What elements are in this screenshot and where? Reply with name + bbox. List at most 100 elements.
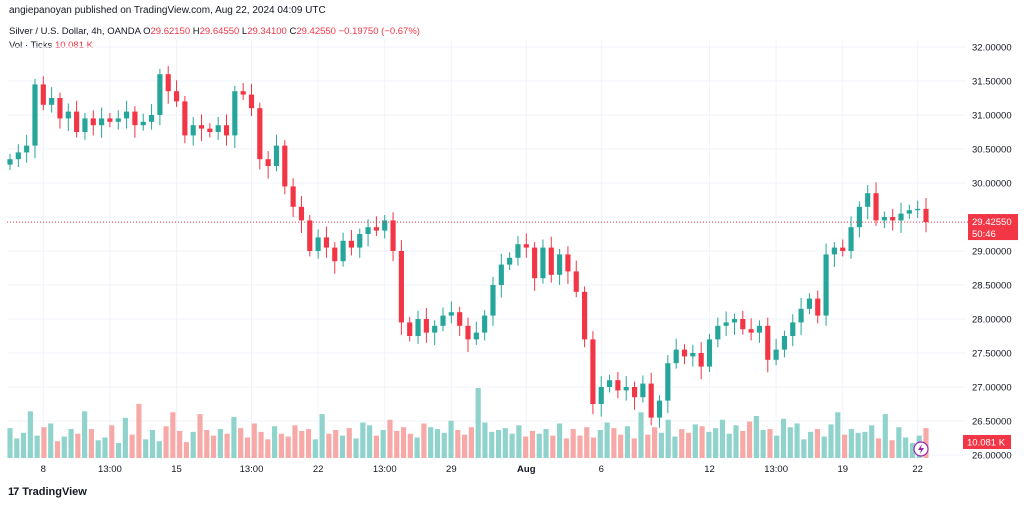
volume-bar (550, 435, 556, 458)
volume-label[interactable]: Vol · Ticks (9, 40, 53, 51)
candle-body (665, 363, 671, 401)
candle (865, 185, 871, 220)
candle-body (806, 298, 812, 309)
candle (190, 117, 196, 146)
volume-bar (509, 433, 515, 458)
volume-bar (14, 438, 20, 458)
volume-bar (828, 424, 834, 458)
candle (432, 320, 438, 346)
volume-bar (557, 423, 563, 458)
candle (723, 311, 729, 336)
candle (273, 134, 280, 172)
volume-value: 10.081 K (54, 40, 93, 51)
candle-body (357, 234, 363, 248)
volume-bar (197, 414, 203, 458)
candle-body (173, 91, 180, 102)
candle (257, 102, 263, 170)
candle-body (723, 322, 729, 326)
volume-bar (794, 423, 800, 458)
x-tick-label: 19 (837, 464, 848, 475)
candle (323, 226, 330, 258)
volume-bar (495, 430, 502, 458)
x-tick-label: 15 (171, 464, 182, 475)
volume-bar (143, 439, 149, 458)
volume-bar (441, 432, 447, 458)
volume-bar (502, 428, 508, 458)
candle-body (656, 400, 663, 418)
symbol-label[interactable]: Silver / U.S. Dollar, 4h, OANDA (9, 26, 141, 37)
candle (157, 68, 163, 126)
price-axis[interactable]: 32.00000 31.50000 31.00000 30.50000 30.00000… (972, 43, 1012, 462)
volume-bar (760, 430, 766, 458)
candle (74, 100, 80, 138)
volume-bar (672, 436, 678, 458)
volume-bar (34, 435, 40, 458)
candle (490, 276, 496, 326)
volume-bar (835, 412, 841, 458)
candle-body (7, 159, 13, 165)
candle (648, 372, 654, 426)
volume-bar (875, 438, 882, 458)
candle (465, 317, 471, 352)
volume-bar (903, 437, 909, 458)
volume-bar (292, 425, 298, 458)
volume-bar (414, 437, 420, 458)
candle (573, 260, 579, 298)
candle-body (790, 322, 796, 336)
volume-bar (604, 422, 610, 458)
volume-bar (61, 436, 67, 458)
volume-bar (251, 423, 257, 458)
volume-bar (68, 429, 74, 458)
volume-bar (577, 435, 583, 458)
open-value: 29.62150 (150, 26, 191, 37)
candle-body (390, 220, 396, 251)
candle (140, 113, 146, 131)
candle (357, 228, 363, 258)
close-value: 29.42550 (296, 26, 336, 37)
candle (173, 80, 180, 107)
lightning-icon[interactable] (913, 441, 929, 457)
volume-bar (753, 416, 759, 458)
x-tick-label: 13:00 (764, 464, 788, 475)
candle (856, 201, 862, 238)
volume-bar (326, 433, 332, 458)
volume-bar (54, 441, 61, 458)
candle-body (340, 240, 346, 262)
candle-body (157, 74, 163, 115)
candle (15, 144, 21, 168)
volume-bar (210, 435, 217, 458)
candle (65, 103, 71, 131)
candle (765, 317, 771, 373)
candle (348, 229, 354, 256)
candle-body (382, 220, 388, 231)
volume-bar (869, 425, 875, 458)
volume-bar (679, 429, 685, 458)
volume-bar (394, 430, 400, 458)
last-price-text: 29.42550 (972, 217, 1012, 228)
candle-body (915, 208, 921, 211)
candle-body (115, 118, 121, 122)
candle-body (756, 325, 763, 333)
candle (265, 151, 271, 179)
candle (482, 310, 488, 341)
candle (906, 204, 912, 220)
candle-body (831, 247, 837, 255)
time-axis[interactable]: 8 13:00 15 13:00 22 13:00 29 Aug 6 12 13:00 19 22 (41, 464, 923, 475)
volume-bar (170, 412, 176, 458)
candle (448, 301, 454, 324)
volume-bar (434, 429, 441, 458)
volume-bar (48, 423, 54, 458)
candle-body (207, 128, 213, 132)
x-tick-label: 6 (599, 464, 604, 475)
candle-body (65, 111, 71, 119)
volume-bar (726, 433, 732, 458)
volume-bar (618, 434, 624, 458)
volume-bar (787, 427, 793, 458)
candle-body (215, 125, 221, 132)
tradingview-logo[interactable]: 17 TradingView (8, 486, 87, 498)
volume-bar (631, 438, 637, 458)
volume-bar (407, 433, 413, 458)
candle-body (290, 186, 296, 207)
candle-body (432, 325, 438, 333)
